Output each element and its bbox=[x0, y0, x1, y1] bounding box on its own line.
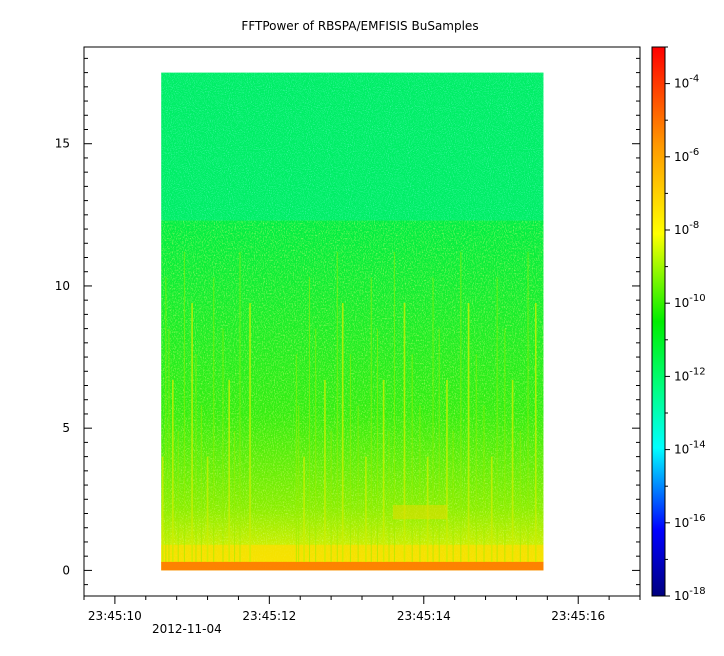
colorbar-tick-label: 10-8 bbox=[674, 220, 699, 237]
x-tick-label: 23:45:12 bbox=[242, 609, 296, 623]
colorbar-tick-label: 10-10 bbox=[674, 293, 706, 310]
emission-patch bbox=[392, 504, 447, 520]
colorbar-tick-label: 10-18 bbox=[674, 586, 706, 603]
colorbar-tick-label: 10-4 bbox=[674, 74, 699, 91]
y-tick-label: 10 bbox=[55, 279, 70, 293]
low-frequency-band bbox=[161, 544, 544, 564]
x-tick-label: 23:45:14 bbox=[397, 609, 451, 623]
x-date-label: 2012-11-04 bbox=[152, 622, 222, 636]
upper-band-noise bbox=[161, 72, 544, 221]
x-tick-label: 23:45:10 bbox=[88, 609, 142, 623]
colorbar-tick-label: 10-16 bbox=[674, 513, 706, 530]
chart-title: FFTPower of RBSPA/EMFISIS BuSamples bbox=[241, 19, 478, 33]
y-axis: 0 5 10 15 bbox=[55, 57, 640, 586]
x-axis: 23:45:10 23:45:12 23:45:14 23:45:16 bbox=[83, 596, 641, 623]
emission-stripes bbox=[161, 251, 537, 562]
lower-band-noise bbox=[161, 220, 544, 571]
colorbar-tick-label: 10-12 bbox=[674, 366, 706, 383]
y-tick-label: 5 bbox=[62, 421, 70, 435]
plot-area bbox=[161, 72, 544, 571]
colorbar-tick-label: 10-14 bbox=[674, 440, 706, 457]
colorbar-tick-label: 10-6 bbox=[674, 147, 699, 164]
colorbar-axis: 10-4 10-6 10-8 10-10 10-12 10-14 10-16 10-18 bbox=[665, 46, 706, 603]
x-tick-label: 23:45:16 bbox=[551, 609, 605, 623]
y-tick-label: 0 bbox=[62, 563, 70, 577]
y-tick-label: 15 bbox=[55, 137, 70, 151]
colorbar bbox=[651, 46, 666, 597]
base-band bbox=[161, 561, 544, 571]
